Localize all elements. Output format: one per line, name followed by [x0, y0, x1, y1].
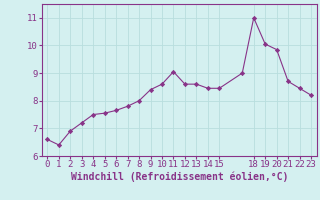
X-axis label: Windchill (Refroidissement éolien,°C): Windchill (Refroidissement éolien,°C)	[70, 172, 288, 182]
